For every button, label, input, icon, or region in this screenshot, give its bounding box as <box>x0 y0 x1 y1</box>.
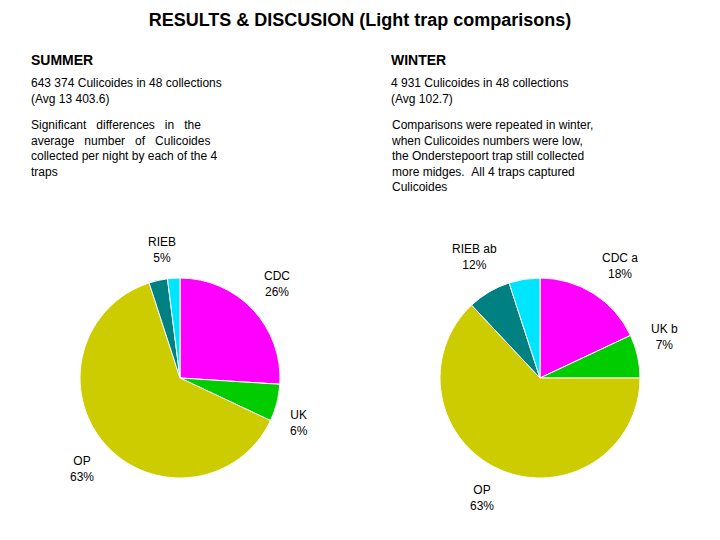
svg-text:Significant differences in: Significant differences in theaverage nu… <box>31 118 217 179</box>
svg-text:UK b7%: UK b7% <box>651 322 678 352</box>
svg-text:RIEB ab12%: RIEB ab12% <box>452 242 497 272</box>
svg-text:OP63%: OP63% <box>470 483 494 513</box>
svg-text:UK6%: UK6% <box>290 408 308 438</box>
svg-text:RESULTS & DISCUSION (Light tra: RESULTS & DISCUSION (Light trap comparis… <box>149 10 572 30</box>
svg-text:CDC26%: CDC26% <box>264 269 290 299</box>
svg-text:CDC a18%: CDC a18% <box>602 251 638 281</box>
svg-text:4 931 Culicoides in 48 collect: 4 931 Culicoides in 48 collections(Avg 1… <box>391 76 568 106</box>
svg-text:SUMMER: SUMMER <box>31 52 93 68</box>
svg-text:OP63%: OP63% <box>70 454 94 484</box>
svg-text:RIEB5%: RIEB5% <box>148 235 176 265</box>
svg-text:WINTER: WINTER <box>391 52 446 68</box>
svg-text:Comparisons were repeated in w: Comparisons were repeated in winter,when… <box>391 118 593 194</box>
svg-text:643 374 Culicoides in 48 colle: 643 374 Culicoides in 48 collections(Avg… <box>31 76 222 106</box>
